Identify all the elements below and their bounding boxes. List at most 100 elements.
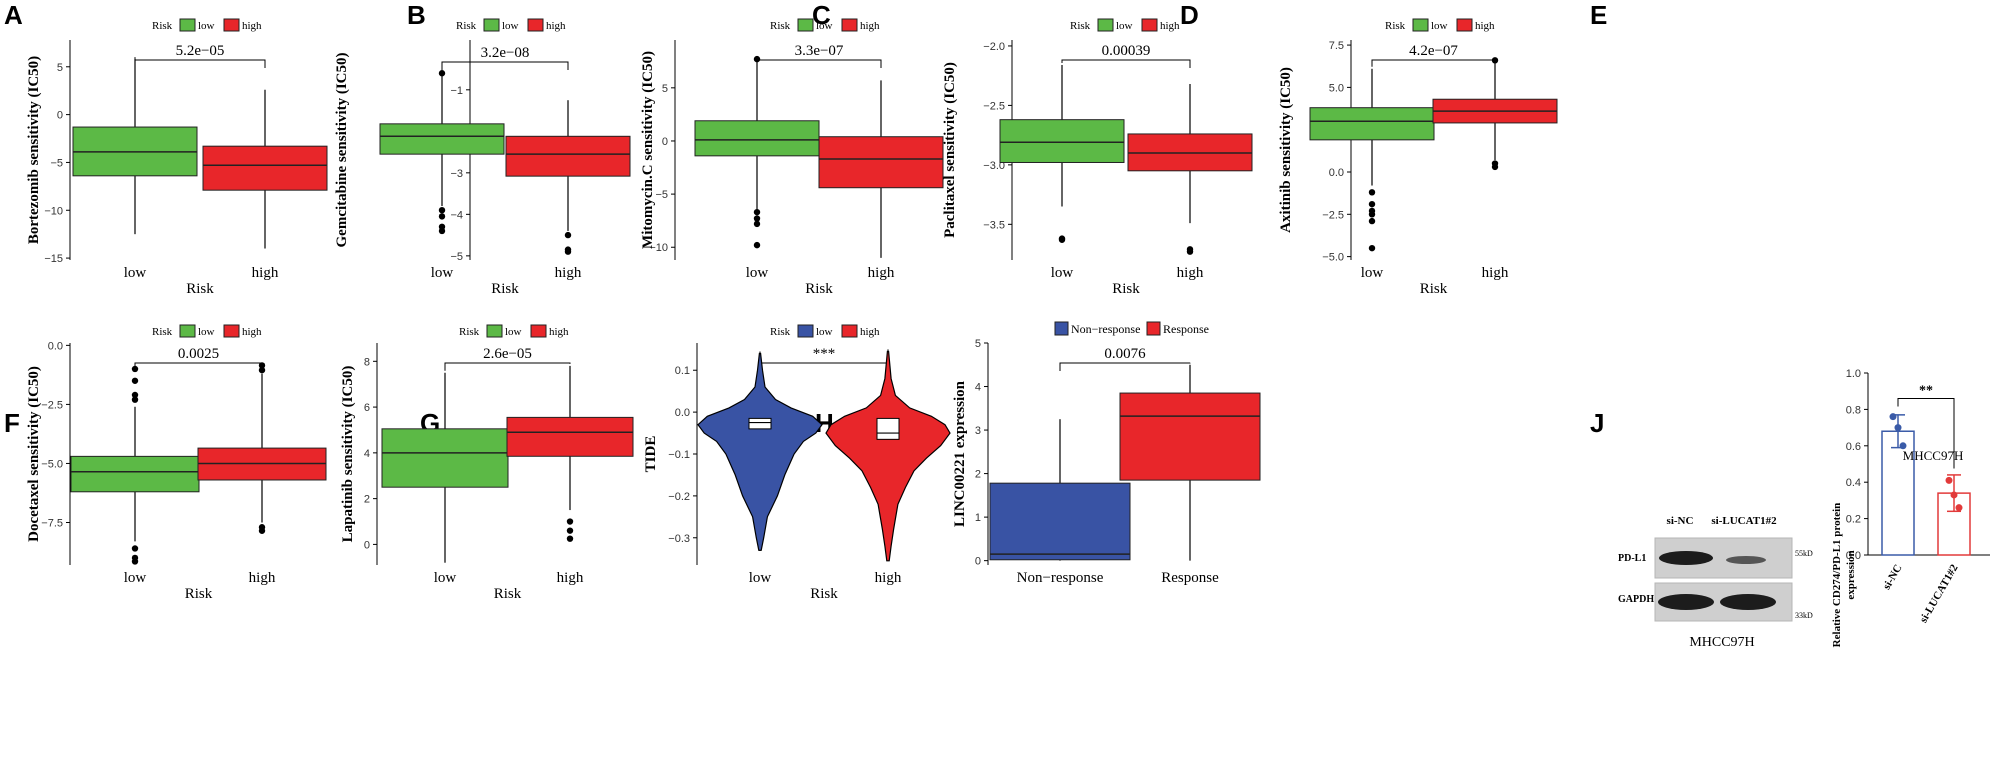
outlier-point [566,535,574,542]
significance-label: 5.2e−05 [176,43,225,59]
legend-label-response: Response [1163,322,1209,336]
x-axis-title: Risk [491,281,519,297]
significance-bracket [444,362,571,371]
j-lane-label-nc: si-NC [1667,515,1694,527]
legend-title: Risk [770,20,791,32]
x-axis-title: Risk [810,586,838,602]
data-point [1950,491,1958,499]
significance-label: 3.3e−07 [795,43,844,59]
outlier-point [438,206,446,214]
y-tick-label: 5 [57,62,63,74]
box [381,428,509,488]
x-tick-label: high [1482,265,1509,281]
y-tick-label: 5 [975,338,981,350]
outlier-point [753,215,761,222]
y-tick-label: 0.2 [1846,514,1861,526]
y-tick-label: 2 [975,469,981,481]
j-band-pdl1-si [1726,556,1766,564]
chart-c: −10 −5 0 5 Mitomycin.C sensitivity (IC50) Ris… [640,18,944,297]
box [694,120,820,157]
y-tick-label: 0.0 [675,407,690,419]
y-tick-label: 7.5 [1329,40,1344,52]
panel-label-c: C [812,0,831,30]
y-axis-title: Axitinib sensitivity (IC50) [1278,67,1294,233]
y-tick-label: 0.0 [48,340,63,352]
box [505,135,631,177]
y-tick-label: −3 [450,168,463,180]
y-tick-label: −2.5 [41,399,63,411]
x-tick-label: low [749,570,772,586]
x-axis-title: Risk [186,281,214,297]
outlier-point [1368,211,1376,218]
legend-title: Risk [456,20,477,32]
y-axis-title: Gemcitabine sensitivity (IC50) [334,53,350,248]
outlier-point [131,391,139,399]
legend-label-low: low [198,20,215,32]
legend-swatch-high [841,18,858,32]
x-tick-label: si-LUCAT1#2 [1918,562,1961,625]
legend-swatch-high [527,18,544,32]
x-tick-label: low [746,265,769,281]
data-point [1955,504,1963,512]
j-kd-label-33: 33kD [1795,611,1813,620]
legend-title: Risk [152,20,173,32]
y-tick-label: −5.0 [1322,252,1344,264]
legend-swatch-low [1412,18,1429,32]
legend-label-low: low [505,326,522,338]
legend-label-low: low [1116,20,1133,32]
panel-label-a: A [4,0,23,30]
legend-label-high: high [549,326,569,338]
outlier-point [1186,248,1194,255]
y-tick-label: −5.0 [41,458,63,470]
j-row-label-gapdh: GAPDH [1618,594,1654,605]
y-tick-label: 4 [975,382,981,394]
outlier-point [566,527,574,534]
legend-title: Risk [1385,20,1406,32]
y-axis-title: Bortezomib sensitivity (IC50) [26,56,42,244]
significance-label: 0.00039 [1102,43,1151,59]
outlier-point [131,558,139,565]
y-tick-label: 0 [57,110,63,122]
x-tick-label: high [1177,265,1204,281]
box [506,416,634,457]
y-tick-label: 0 [975,556,981,568]
x-tick-label: Response [1161,570,1219,586]
significance-label: 0.0076 [1104,346,1146,362]
j-row-label-pdl1: PD-L1 [1618,553,1646,564]
box [818,136,944,189]
legend-label-low: low [1431,20,1448,32]
chart-a: −15 −10 −5 0 5 Bortezomib sensitivity (IC50) R… [26,18,328,297]
x-tick-label: high [249,570,276,586]
outlier-point [753,55,761,63]
box [379,123,505,155]
y-tick-label: 0 [364,539,370,551]
legend-label-high: high [860,326,880,338]
box [999,119,1125,163]
y-tick-label: 0.6 [1846,441,1861,453]
legend-label-high: high [242,20,262,32]
data-point [1899,442,1907,450]
box [70,455,200,493]
outlier-point [1491,57,1499,64]
y-tick-label: 0.8 [1846,404,1861,416]
outlier-point [753,220,761,228]
outlier-point [564,231,572,239]
legend-label-nonresponse: Non−response [1071,322,1140,336]
significance-bracket [1897,397,1955,469]
y-axis-title: Docetaxel sensitivity (IC50) [26,366,42,542]
significance-label: 0.0025 [178,346,219,362]
y-tick-label: −0.1 [668,449,690,461]
panel-label-b: B [407,0,426,30]
legend-label-low: low [198,326,215,338]
x-tick-label: high [557,570,584,586]
data-point [1894,424,1902,432]
significance-bracket [1061,59,1191,68]
outlier-point [1491,163,1499,171]
legend-label-low: low [816,326,833,338]
violin [697,352,823,551]
legend-swatch-high [223,324,240,338]
